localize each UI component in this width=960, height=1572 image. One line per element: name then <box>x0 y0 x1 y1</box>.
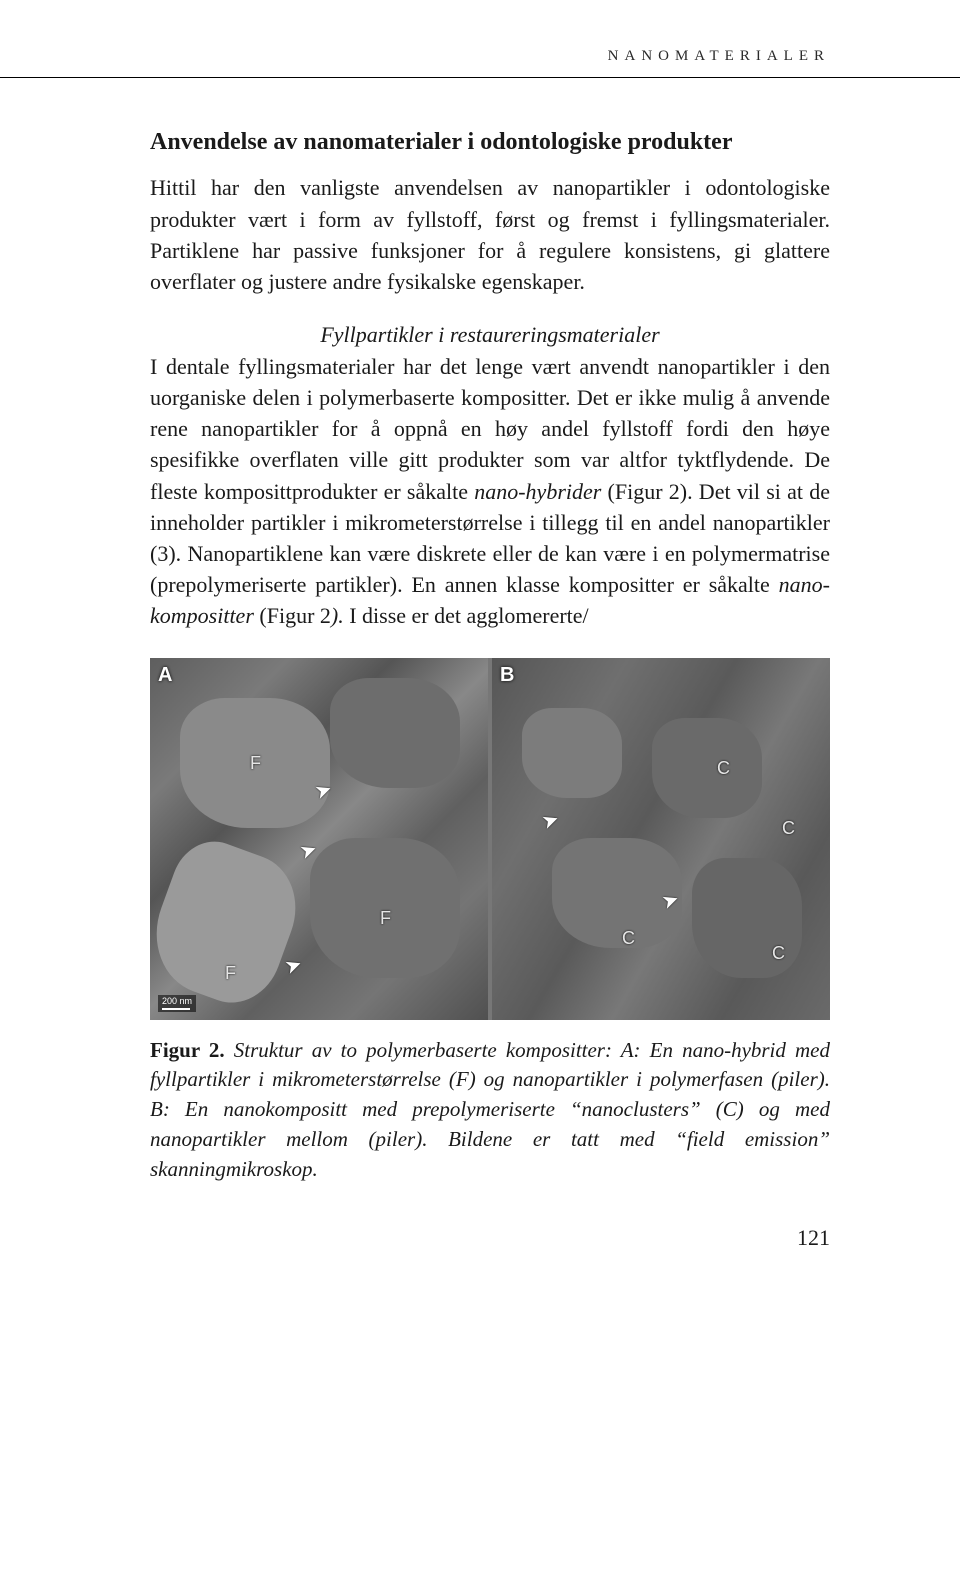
body-paragraph: I dentale fyllingsmaterialer har det len… <box>150 351 830 632</box>
figure-2: A F F F ➤ ➤ ➤ 200 nm B <box>150 658 830 1185</box>
cluster-label: C <box>717 758 730 779</box>
panel-label-b: B <box>500 664 514 687</box>
grain-shape <box>330 678 460 788</box>
section-heading: Anvendelse av nanomaterialer i odontolog… <box>150 126 830 158</box>
panel-label-a: A <box>158 664 172 687</box>
scale-line <box>162 1008 190 1010</box>
arrow-icon: ➤ <box>281 951 305 980</box>
arrow-icon: ➤ <box>538 806 562 835</box>
scale-label: 200 nm <box>162 996 192 1006</box>
italic-term: ). <box>331 603 344 628</box>
italic-term: nano-hybrider <box>474 479 601 504</box>
figure-panel-a: A F F F ➤ ➤ ➤ 200 nm <box>150 658 488 1020</box>
running-head: NANOMATERIALER <box>150 48 830 65</box>
body-text: (Figur 2 <box>254 603 331 628</box>
grain-label: F <box>225 963 236 984</box>
caption-text: Struktur av to polymerbaserte kompositte… <box>150 1038 830 1181</box>
cluster-label: C <box>782 818 795 839</box>
figure-caption: Figur 2. Struktur av to polymerbaserte k… <box>150 1036 830 1185</box>
cluster-label: C <box>772 943 785 964</box>
subsection-heading: Fyllpartikler i restaureringsmaterialer <box>150 319 830 350</box>
header-rule <box>0 77 960 78</box>
figure-image: A F F F ➤ ➤ ➤ 200 nm B <box>150 658 830 1020</box>
caption-label: Figur 2. <box>150 1038 225 1062</box>
figure-panel-b: B C C C C ➤ ➤ <box>492 658 830 1020</box>
intro-paragraph: Hittil har den vanligste anvendelsen av … <box>150 172 830 297</box>
body-text: I disse er det agglomererte/ <box>344 603 589 628</box>
cluster-label: C <box>622 928 635 949</box>
grain-shape <box>150 830 312 1015</box>
grain-label: F <box>250 753 261 774</box>
arrow-icon: ➤ <box>296 836 320 865</box>
cluster-shape <box>522 708 622 798</box>
page-number: 121 <box>150 1225 830 1251</box>
cluster-shape <box>692 858 802 978</box>
grain-label: F <box>380 908 391 929</box>
scale-bar: 200 nm <box>158 995 196 1012</box>
cluster-shape <box>652 718 762 818</box>
